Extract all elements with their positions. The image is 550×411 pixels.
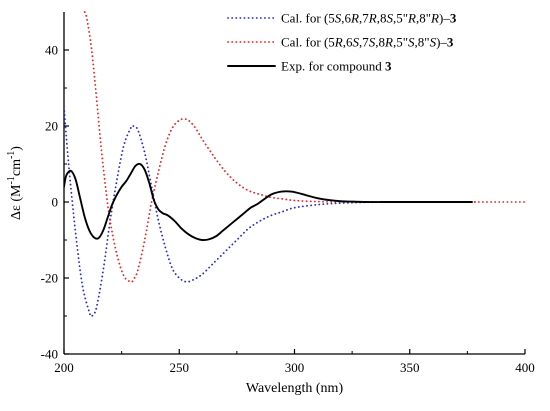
legend-label: Exp. for compound 3 bbox=[281, 59, 392, 74]
legend-label: Cal. for (5R,6S,7S,8R,5"S,8"S)–3 bbox=[281, 35, 454, 50]
y-tick-label: 0 bbox=[52, 195, 59, 210]
y-tick-label: 40 bbox=[45, 43, 58, 58]
x-tick-label: 400 bbox=[515, 360, 535, 375]
series-line-experimental bbox=[64, 162, 473, 241]
x-tick-label: 200 bbox=[54, 360, 74, 375]
y-tick-label: -20 bbox=[41, 271, 58, 286]
series-line-calc-5R6S bbox=[83, 11, 525, 283]
x-tick-label: 300 bbox=[285, 360, 305, 375]
y-axis-title: Δε (M-1cm-1) bbox=[6, 146, 24, 220]
series-line-calc-5S6R bbox=[64, 106, 480, 318]
legend: Cal. for (5S,6R,7R,8S,5"R,8"R)–3 Cal. for… bbox=[227, 11, 457, 74]
y-tick-label: -40 bbox=[41, 347, 58, 362]
y-tick-label: 20 bbox=[45, 119, 58, 134]
legend-label: Cal. for (5S,6R,7R,8S,5"R,8"R)–3 bbox=[281, 11, 457, 26]
x-tick-label: 350 bbox=[400, 360, 420, 375]
axes: 200 250 300 350 400 -40 -20 0 20 40 bbox=[41, 12, 535, 375]
series-layer bbox=[64, 11, 525, 318]
x-axis-title: Wavelength (nm) bbox=[246, 381, 344, 396]
x-tick-label: 250 bbox=[170, 360, 190, 375]
